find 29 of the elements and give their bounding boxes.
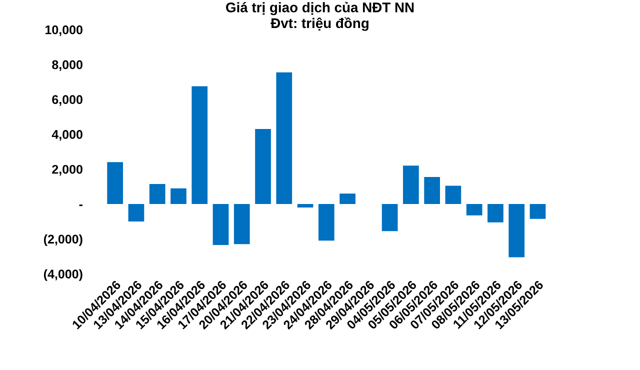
y-tick-label: 8,000 <box>52 60 82 71</box>
bar <box>508 204 525 258</box>
y-tick-label: 10,000 <box>46 25 82 36</box>
bar <box>424 176 440 204</box>
bar <box>318 204 334 241</box>
bar <box>466 204 482 216</box>
bar <box>530 204 546 219</box>
bar <box>445 186 462 204</box>
bar <box>276 72 292 204</box>
bar <box>255 129 271 204</box>
bar <box>128 204 144 222</box>
bar <box>107 162 124 204</box>
bar <box>234 204 250 244</box>
y-tick-label: 4,000 <box>52 130 82 141</box>
bar <box>382 204 398 232</box>
bar <box>212 204 229 246</box>
y-tick-label: (4,000) <box>44 269 82 281</box>
bar <box>170 188 186 204</box>
bar <box>340 194 356 204</box>
y-tick-label: (2,000) <box>44 234 82 246</box>
chart-title: Giá trị giao dịch của NĐT NN Đvt: triệu đồng <box>226 2 414 31</box>
bar <box>149 184 166 204</box>
bar <box>297 204 314 208</box>
bar <box>192 86 208 204</box>
bar <box>403 166 419 204</box>
y-tick-label: 2,000 <box>52 164 82 176</box>
y-tick-label: - <box>79 204 82 206</box>
y-tick-label: 6,000 <box>52 95 82 106</box>
bar <box>488 204 504 222</box>
